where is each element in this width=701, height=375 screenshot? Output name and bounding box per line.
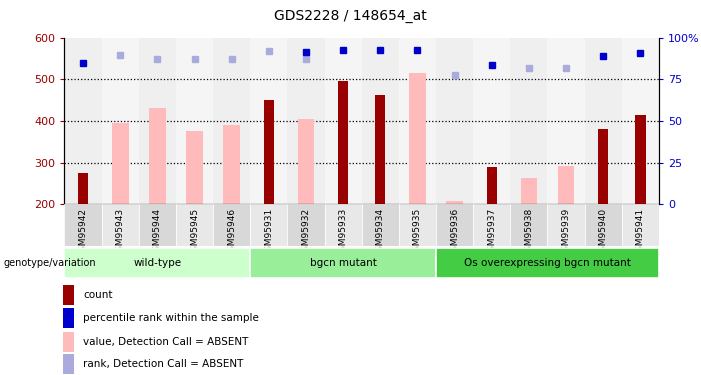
Bar [338, 81, 348, 204]
Text: GSM95939: GSM95939 [562, 208, 571, 257]
Bar [139, 38, 176, 204]
Bar [362, 204, 399, 246]
Bar [436, 248, 659, 278]
Text: GSM95935: GSM95935 [413, 208, 422, 257]
Bar [558, 166, 574, 204]
Bar [622, 204, 659, 246]
Bar [139, 204, 176, 246]
Bar [64, 38, 102, 204]
Text: GDS2228 / 148654_at: GDS2228 / 148654_at [274, 9, 427, 23]
Bar [213, 204, 250, 246]
Bar [635, 115, 646, 204]
Bar [473, 38, 510, 204]
Text: GSM95942: GSM95942 [79, 208, 88, 256]
Bar [399, 204, 436, 246]
Bar [63, 308, 74, 328]
Bar [447, 201, 463, 204]
Bar [409, 73, 426, 204]
Bar [325, 204, 362, 246]
Bar [63, 354, 74, 374]
Text: bgcn mutant: bgcn mutant [310, 258, 376, 268]
Bar [287, 204, 325, 246]
Text: Os overexpressing bgcn mutant: Os overexpressing bgcn mutant [464, 258, 631, 268]
Bar [547, 204, 585, 246]
Text: GSM95941: GSM95941 [636, 208, 645, 257]
Bar [78, 173, 88, 204]
Bar [102, 38, 139, 204]
Bar [510, 204, 547, 246]
Bar [486, 167, 497, 204]
Bar [250, 204, 287, 246]
Text: percentile rank within the sample: percentile rank within the sample [83, 313, 259, 323]
Bar [547, 38, 585, 204]
Bar [622, 38, 659, 204]
Text: genotype/variation: genotype/variation [4, 258, 96, 268]
Text: GSM95931: GSM95931 [264, 208, 273, 257]
Bar [186, 131, 203, 204]
Bar [250, 38, 287, 204]
Bar [250, 248, 436, 278]
Bar [585, 204, 622, 246]
Bar [287, 38, 325, 204]
Text: wild-type: wild-type [133, 258, 182, 268]
Bar [213, 38, 250, 204]
Bar [64, 248, 250, 278]
Text: GSM95937: GSM95937 [487, 208, 496, 257]
Text: GSM95934: GSM95934 [376, 208, 385, 257]
Bar [473, 204, 510, 246]
Bar [436, 204, 473, 246]
Text: GSM95940: GSM95940 [599, 208, 608, 257]
Bar [521, 178, 537, 204]
Text: GSM95936: GSM95936 [450, 208, 459, 257]
Text: GSM95945: GSM95945 [190, 208, 199, 257]
Bar [176, 38, 213, 204]
Text: count: count [83, 290, 113, 300]
Text: rank, Detection Call = ABSENT: rank, Detection Call = ABSENT [83, 359, 244, 369]
Text: GSM95933: GSM95933 [339, 208, 348, 257]
Bar [64, 204, 102, 246]
Bar [176, 204, 213, 246]
Bar [63, 285, 74, 305]
Bar [112, 123, 128, 204]
Text: GSM95932: GSM95932 [301, 208, 311, 257]
Bar [63, 332, 74, 352]
Text: GSM95938: GSM95938 [524, 208, 533, 257]
Bar [224, 125, 240, 204]
Bar [598, 129, 608, 204]
Bar [149, 108, 165, 204]
Bar [362, 38, 399, 204]
Bar [325, 38, 362, 204]
Bar [436, 38, 473, 204]
Bar [298, 119, 314, 204]
Bar [375, 95, 386, 204]
Bar [585, 38, 622, 204]
Text: value, Detection Call = ABSENT: value, Detection Call = ABSENT [83, 337, 249, 347]
Bar [510, 38, 547, 204]
Text: GSM95944: GSM95944 [153, 208, 162, 256]
Text: GSM95946: GSM95946 [227, 208, 236, 257]
Bar [264, 100, 274, 204]
Bar [399, 38, 436, 204]
Text: GSM95943: GSM95943 [116, 208, 125, 257]
Bar [102, 204, 139, 246]
